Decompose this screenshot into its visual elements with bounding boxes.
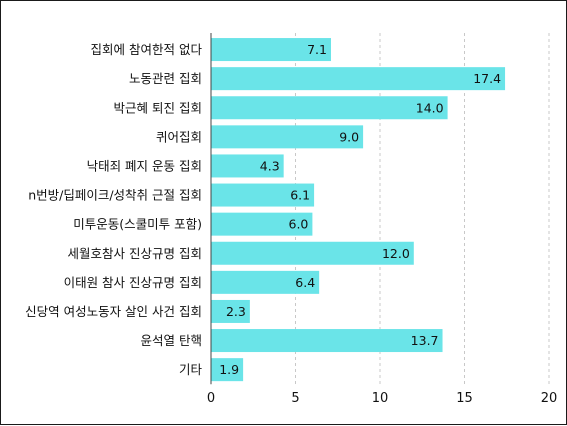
value-label: 6.1 [290, 188, 310, 203]
category-label: 세월호참사 진상규명 집회 [68, 246, 202, 261]
bar [211, 38, 331, 62]
category-label: 낙태죄 폐지 운동 집회 [87, 158, 202, 173]
bar [211, 67, 506, 91]
value-label: 6.0 [289, 217, 309, 232]
bar [211, 329, 443, 353]
category-label: 기타 [179, 362, 203, 377]
bar [211, 270, 320, 294]
value-label: 17.4 [473, 71, 501, 86]
bar [211, 212, 313, 236]
value-label: 4.3 [260, 158, 280, 173]
category-label: 퀴어집회 [156, 129, 202, 144]
category-label: 박근혜 퇴진 집회 [114, 100, 202, 115]
x-tick-label: 5 [291, 391, 299, 406]
value-label: 12.0 [382, 246, 410, 261]
category-label: 신당역 여성노동자 살인 사건 집회 [25, 304, 202, 319]
bar [211, 241, 414, 265]
value-label: 2.3 [226, 304, 246, 319]
value-label: 7.1 [307, 42, 327, 57]
value-label: 6.4 [295, 275, 315, 290]
category-label: n번방/딥페이크/성착취 근절 집회 [28, 188, 202, 203]
bar [211, 299, 250, 323]
value-label: 13.7 [411, 333, 439, 348]
category-label: 윤석열 탄핵 [141, 333, 202, 348]
category-label: 노동관련 집회 [129, 71, 202, 86]
x-tick-label: 20 [541, 391, 558, 406]
value-label: 14.0 [416, 100, 444, 115]
bar [211, 96, 448, 120]
x-tick-label: 0 [207, 391, 215, 406]
bar [211, 358, 244, 382]
category-label: 이태원 참사 진상규명 집회 [64, 275, 202, 290]
bar [211, 183, 315, 207]
bar [211, 154, 284, 178]
value-label: 9.0 [339, 129, 359, 144]
bar [211, 125, 364, 149]
x-tick-label: 10 [372, 391, 389, 406]
category-label: 집회에 참여한적 없다 [91, 42, 203, 57]
category-label: 미투운동(스쿨미투 포함) [73, 217, 202, 232]
x-tick-label: 15 [456, 391, 473, 406]
value-label: 1.9 [219, 362, 239, 377]
